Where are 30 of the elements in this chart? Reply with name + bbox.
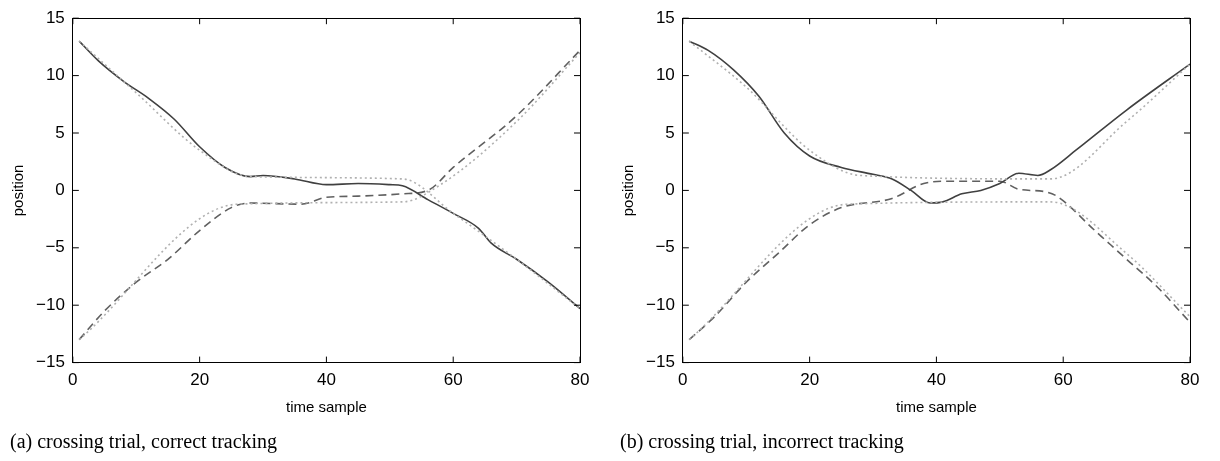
x-tick-label: 40 (926, 370, 946, 390)
y-tick-label: 0 (665, 180, 675, 200)
y-tick-label: 5 (55, 122, 65, 142)
text: (a) crossing trial, correct tracking (10, 430, 278, 454)
y-tick-label: −10 (35, 294, 65, 314)
x-tick-label: 60 (1053, 370, 1073, 390)
y-tick-label: −15 (645, 352, 675, 372)
y-tick-label: −15 (35, 352, 65, 372)
x-axis-title: time sample (285, 398, 367, 416)
y-tick-label: 0 (55, 180, 65, 200)
text: (b) crossing trial, incorrect tracking (620, 430, 904, 454)
x-tick-label: 80 (1180, 370, 1200, 390)
y-tick-label: 15 (655, 7, 675, 27)
y-tick-label: −5 (45, 237, 65, 257)
x-tick-label: 0 (678, 370, 688, 390)
y-tick-label: 5 (665, 122, 675, 142)
y-tick-label: 10 (45, 65, 65, 85)
x-tick-label: 60 (443, 370, 463, 390)
y-tick-label: −5 (655, 237, 675, 257)
y-axis-title: position (619, 164, 637, 217)
x-tick-label: 20 (190, 370, 210, 390)
x-tick-label: 20 (800, 370, 820, 390)
y-tick-label: 15 (45, 7, 65, 27)
y-tick-label: 10 (655, 65, 675, 85)
y-tick-label: −10 (645, 294, 675, 314)
x-tick-label: 80 (570, 370, 590, 390)
x-tick-label: 40 (316, 370, 336, 390)
x-axis-title: time sample (895, 398, 977, 416)
x-tick-label: 0 (68, 370, 78, 390)
y-axis-title: position (9, 164, 27, 217)
